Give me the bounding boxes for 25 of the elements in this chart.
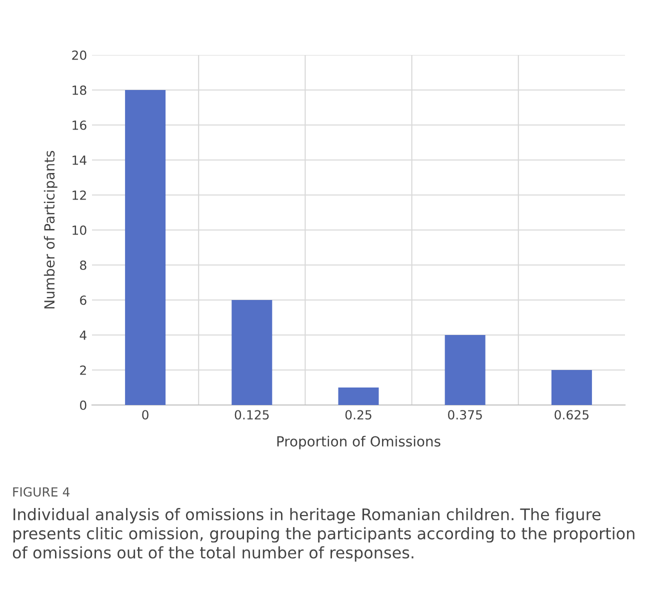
x-axis-title: Proportion of Omissions xyxy=(277,436,440,450)
x-tick-label: 0.375 xyxy=(448,410,482,420)
y-tick-label: 6 xyxy=(80,295,86,305)
x-tick-label: 0.125 xyxy=(234,410,269,420)
y-tick-label: 10 xyxy=(72,225,86,235)
caption: FIGURE 4 xyxy=(13,487,70,497)
text: Individual analysis of omissions in heritage Romanian children. The figure presents clitic omission, grouping the participants according to the proportion of omissions out of the total number of responses. xyxy=(12,508,634,562)
bar xyxy=(551,370,592,405)
y-tick-label: 12 xyxy=(72,190,86,200)
y-tick-label: 8 xyxy=(80,260,86,270)
y-axis-title: Number of Participants xyxy=(44,150,58,308)
x-tick-label: 0.25 xyxy=(345,410,372,420)
bar xyxy=(125,90,166,405)
y-tick-label: 4 xyxy=(80,330,86,340)
bar xyxy=(338,388,379,405)
y-tick-label: 18 xyxy=(72,85,86,95)
y-tick-label: 16 xyxy=(72,120,86,130)
y-tick-label: 0 xyxy=(80,400,86,410)
y-tick-label: 2 xyxy=(80,365,86,375)
x-tick-label: 0.625 xyxy=(554,410,588,420)
y-tick-label: 20 xyxy=(72,50,86,60)
bar xyxy=(444,335,486,405)
bar xyxy=(232,300,272,405)
x-tick-label: 0 xyxy=(142,410,148,420)
y-tick-label: 14 xyxy=(72,156,86,165)
